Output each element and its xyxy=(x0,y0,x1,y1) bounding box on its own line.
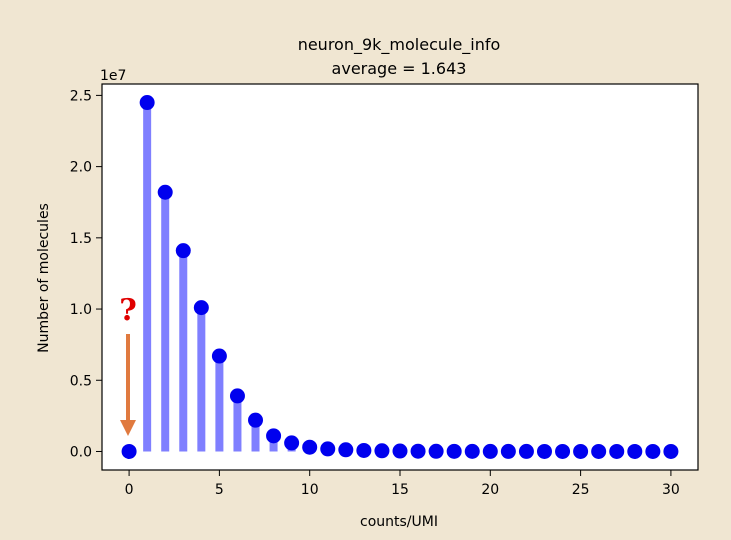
data-point xyxy=(609,443,625,459)
data-point xyxy=(157,184,173,200)
data-point xyxy=(573,443,589,459)
data-point xyxy=(175,243,191,259)
markers-group xyxy=(121,95,679,459)
x-tick-label: 25 xyxy=(572,482,590,498)
y-axis-ticks: 0.0 0.5 1.0 1.5 2.0 2.5 xyxy=(70,88,102,460)
y-tick-label: 0.5 xyxy=(70,373,92,389)
x-tick-label: 20 xyxy=(481,482,499,498)
data-point xyxy=(627,443,643,459)
data-point xyxy=(193,300,209,316)
chart-title: neuron_9k_molecule_info xyxy=(298,35,501,55)
data-point xyxy=(211,348,227,364)
data-point xyxy=(555,443,571,459)
chart-subtitle: average = 1.643 xyxy=(332,59,467,78)
data-point xyxy=(121,443,137,459)
data-point xyxy=(266,428,282,444)
x-tick-label: 5 xyxy=(215,482,224,498)
plot-area xyxy=(101,83,699,471)
data-point xyxy=(663,443,679,459)
data-point xyxy=(302,439,318,455)
y-tick-label: 0.0 xyxy=(70,444,92,460)
y-tick-label: 1.0 xyxy=(70,302,92,318)
question-mark: ? xyxy=(119,293,137,328)
data-point xyxy=(338,442,354,458)
data-point xyxy=(320,441,336,457)
y-offset-label: 1e7 xyxy=(100,68,126,84)
data-point xyxy=(536,443,552,459)
y-tick-label: 1.5 xyxy=(70,231,92,247)
data-point xyxy=(410,443,426,459)
data-point xyxy=(356,442,372,458)
data-point xyxy=(248,412,264,428)
data-point xyxy=(482,443,498,459)
data-point xyxy=(500,443,516,459)
data-point xyxy=(591,443,607,459)
data-point xyxy=(518,443,534,459)
data-point xyxy=(374,443,390,459)
y-tick-label: 2.5 xyxy=(70,88,92,104)
y-tick-label: 2.0 xyxy=(70,160,92,176)
y-axis-label: Number of molecules xyxy=(36,203,52,353)
x-axis-label: counts/UMI xyxy=(360,514,438,530)
data-point xyxy=(284,435,300,451)
question-annotation: ? xyxy=(119,293,137,436)
data-point xyxy=(446,443,462,459)
data-point xyxy=(464,443,480,459)
data-point xyxy=(392,443,408,459)
x-axis-ticks: 0 5 10 15 20 25 30 xyxy=(125,470,680,498)
x-tick-label: 10 xyxy=(301,482,319,498)
annotation-arrow-head-icon xyxy=(120,420,136,436)
data-point xyxy=(229,388,245,404)
data-point xyxy=(428,443,444,459)
x-tick-label: 0 xyxy=(125,482,134,498)
x-tick-label: 30 xyxy=(662,482,680,498)
data-point xyxy=(139,95,155,111)
x-tick-label: 15 xyxy=(391,482,409,498)
data-point xyxy=(645,443,661,459)
